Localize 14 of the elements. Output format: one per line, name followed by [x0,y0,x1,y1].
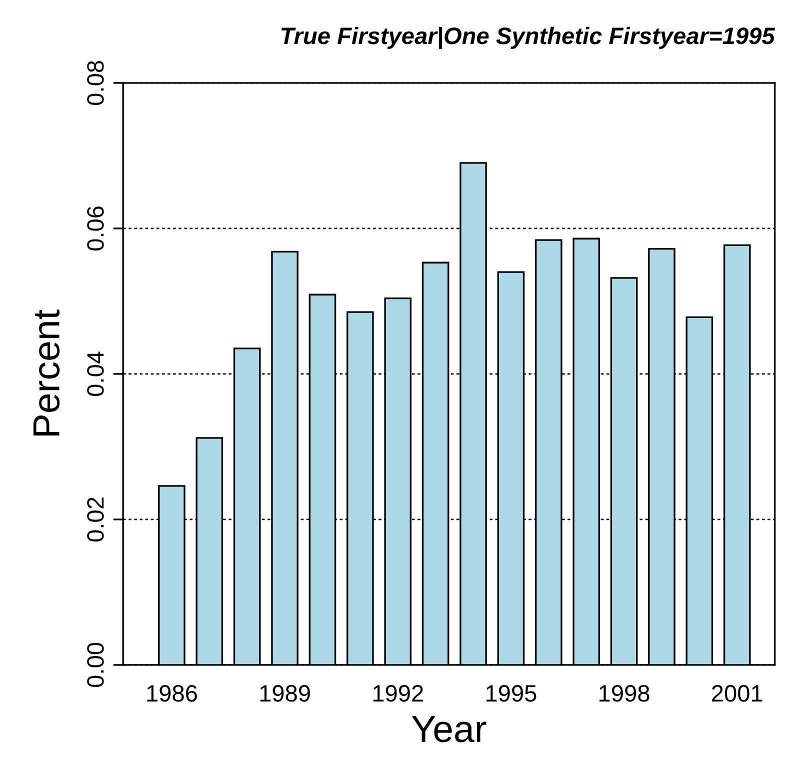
y-tick-label: 0.08 [87,60,104,105]
x-tick-label: 1986 [147,685,197,702]
x-tick-label: 1998 [600,685,650,702]
y-axis-title: Percent [33,310,60,436]
x-axis-title: Year [412,716,486,742]
y-tick-label: 0.04 [87,352,104,396]
y-tick-label: 0.02 [87,498,104,542]
x-tick-label: 1992 [373,685,423,702]
x-tick-label: 1989 [260,685,310,702]
x-tick-label: 1995 [486,685,536,702]
y-tick-label: 0.00 [87,642,104,687]
x-tick-label: 2001 [712,685,762,702]
y-tick-label: 0.06 [87,206,104,250]
chart-title: True Firstyear|One Synthetic Firstyear=1995 [281,26,776,49]
